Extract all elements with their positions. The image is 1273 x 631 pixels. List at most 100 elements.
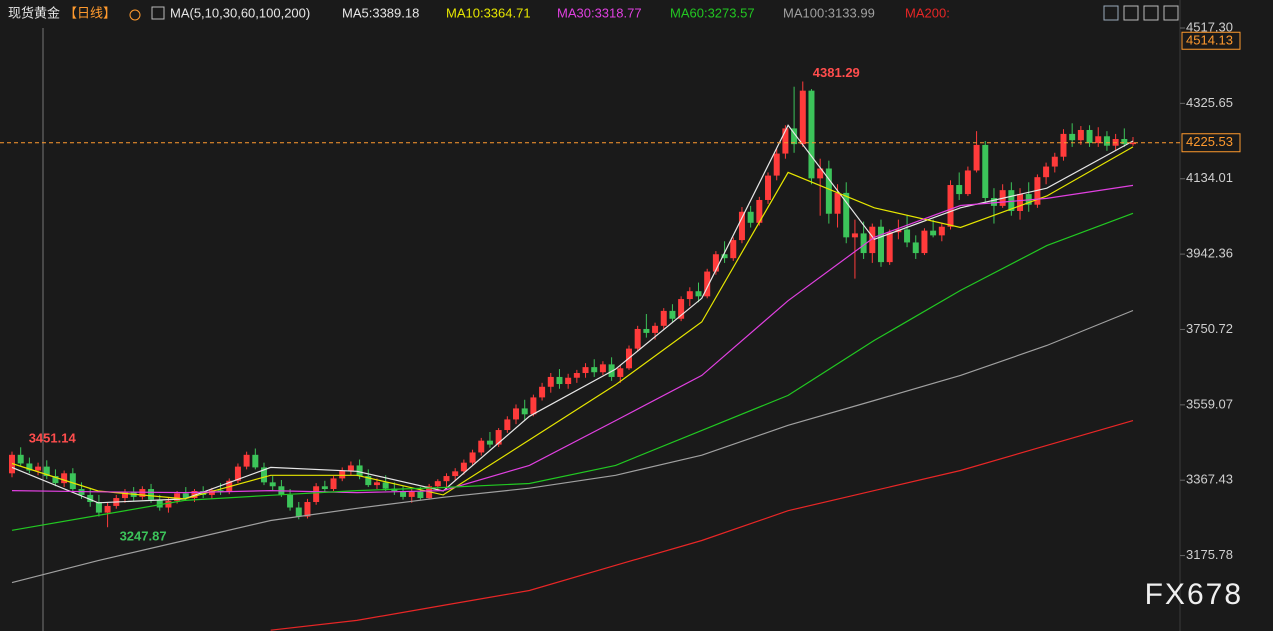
candle-body (304, 502, 311, 517)
candle-body (660, 310, 667, 326)
annotation: 3451.14 (29, 431, 77, 446)
candle-body (539, 386, 546, 398)
candle-body (313, 486, 320, 503)
candle-body (904, 229, 911, 243)
candle-body (730, 240, 737, 259)
last-price-box (1181, 133, 1241, 153)
candle-body (182, 493, 189, 499)
candle-body (1086, 129, 1093, 143)
legend-entry: MA100:3133.99 (783, 5, 875, 20)
candle-body (565, 377, 572, 385)
candle-body (782, 128, 789, 154)
indicator-icon[interactable] (151, 6, 165, 20)
candle-body (252, 454, 259, 468)
candle-body (877, 226, 884, 263)
candle-body (643, 328, 650, 333)
tool-button[interactable] (1163, 5, 1179, 21)
candle-body (208, 490, 215, 495)
candle-body (513, 408, 520, 420)
y-tick-label: 3942.36 (1186, 246, 1233, 261)
candle-body (921, 230, 928, 254)
candle-body (191, 490, 198, 499)
candle-body (460, 462, 467, 472)
candle-body (469, 452, 476, 463)
candle-body (956, 185, 963, 195)
candle-body (556, 376, 563, 385)
candle-body (634, 328, 641, 349)
candle-body (938, 226, 945, 236)
candle-body (486, 440, 493, 445)
candle-body (243, 454, 250, 467)
y-tick-label: 4325.65 (1186, 95, 1233, 110)
ma-line (11, 309, 1134, 584)
candle-body (434, 481, 441, 487)
candle-body (990, 198, 997, 206)
price-marker-box (1181, 31, 1241, 50)
last-price-label: 4225.53 (1186, 134, 1233, 149)
candle-body (495, 430, 502, 445)
period: 【日线】 (64, 5, 116, 20)
y-tick-label: 3175.78 (1186, 547, 1233, 562)
candle-body (686, 291, 693, 300)
settings-icon[interactable] (129, 9, 141, 21)
ma-line (11, 146, 1134, 500)
candle-body (808, 90, 815, 179)
candle-body (373, 482, 380, 486)
candle-body (382, 482, 389, 489)
candle-body (1051, 156, 1058, 167)
y-tick-label: 3750.72 (1186, 321, 1233, 336)
candle-body (799, 90, 806, 145)
candle-body (87, 494, 94, 503)
candle-body (452, 471, 459, 477)
y-tick-label: 4517.30 (1186, 19, 1233, 34)
candle-body (817, 168, 824, 179)
candle-body (356, 465, 363, 477)
y-tick-label: 3367.43 (1186, 472, 1233, 487)
candle-body (738, 211, 745, 241)
tool-button[interactable] (1123, 5, 1139, 21)
price-marker-label: 4514.13 (1186, 33, 1233, 48)
candle-body (234, 466, 241, 481)
tool-button[interactable] (1103, 5, 1119, 21)
candle-body (617, 368, 624, 377)
candle-body (964, 170, 971, 195)
candle-body (52, 476, 59, 484)
candle-body (695, 291, 702, 297)
legend-entry: MA5:3389.18 (342, 5, 419, 20)
candle-body (174, 493, 181, 501)
candle-body (1043, 166, 1050, 178)
candle-body (678, 299, 685, 319)
candle-body (860, 233, 867, 254)
candle-body (765, 175, 772, 200)
y-tick-label: 4134.01 (1186, 170, 1233, 185)
candle-body (1069, 133, 1076, 141)
candle-body (148, 489, 155, 500)
watermark: FX678 (1145, 578, 1243, 611)
candle-body (1008, 190, 1015, 211)
candle-body (69, 473, 76, 490)
candle-body (43, 466, 50, 477)
legend-entry: MA10:3364.71 (446, 5, 531, 20)
ma-line (11, 212, 1134, 531)
high-annotation: 4381.29 (813, 65, 860, 80)
candle-body (982, 144, 989, 199)
chart-title: 现货黄金 (8, 5, 60, 20)
y-tick-label: 3559.07 (1186, 396, 1233, 411)
candle-body (165, 500, 172, 508)
candle-body (712, 254, 719, 272)
candle-body (1077, 129, 1084, 141)
candle-body (104, 505, 111, 513)
legend-entry: MA60:3273.57 (670, 5, 755, 20)
ma-line (11, 124, 1134, 504)
tool-button[interactable] (1143, 5, 1159, 21)
candle-body (521, 408, 528, 415)
candle-body (947, 185, 954, 227)
candle-body (573, 373, 580, 378)
candle-body (1095, 136, 1102, 143)
indicator: MA(5,10,30,60,100,200) (170, 5, 310, 20)
candle-body (930, 230, 937, 236)
candle-body (156, 499, 163, 508)
candle-body (330, 478, 337, 490)
